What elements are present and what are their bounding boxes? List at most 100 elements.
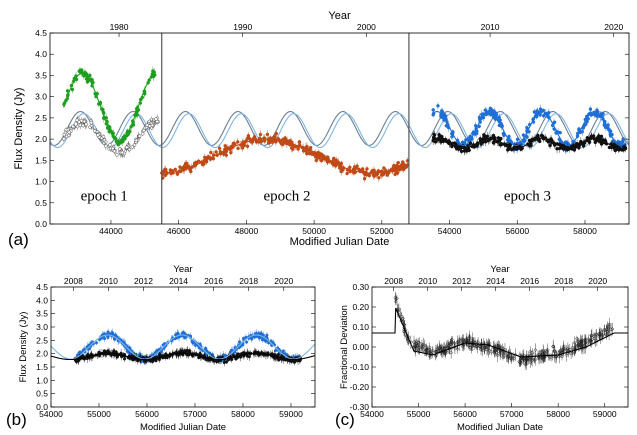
- data-point: [376, 169, 381, 173]
- data-point: [532, 358, 537, 363]
- data-point: [525, 135, 529, 139]
- data-point: [441, 348, 446, 353]
- data-point: [223, 144, 227, 148]
- top-axis-title: Year: [328, 10, 351, 22]
- data-point: [348, 165, 352, 170]
- xtick-label: 50000: [302, 226, 326, 236]
- data-point: [130, 145, 135, 149]
- data-point: [475, 143, 480, 148]
- data-point: [403, 165, 407, 170]
- data-point: [420, 345, 425, 350]
- data-point: [78, 123, 83, 127]
- data-point: [586, 337, 591, 341]
- ytick-label: 0.00: [352, 342, 369, 352]
- data-point: [104, 144, 108, 148]
- x-axis-title: Modified Julian Date: [290, 236, 390, 248]
- data-point: [240, 146, 245, 150]
- data-point: [236, 140, 240, 144]
- top-tick-label: 2008: [64, 276, 83, 286]
- ytick-label: 0.10: [352, 322, 369, 332]
- data-point: [601, 112, 605, 116]
- y-axis-title: Fractional Deviation: [339, 305, 350, 389]
- data-point: [565, 346, 570, 351]
- data-point: [580, 338, 585, 343]
- xtick-label: 57000: [500, 409, 524, 419]
- xtick-label: 55000: [407, 409, 431, 419]
- plot-area-c: [372, 291, 628, 371]
- data-point: [108, 143, 112, 147]
- ytick-label: 1.5: [36, 362, 48, 372]
- data-point: [468, 339, 472, 343]
- data-point: [352, 171, 356, 175]
- data-point: [89, 120, 94, 125]
- data-point: [528, 360, 533, 365]
- data-point: [145, 123, 150, 127]
- data-point: [396, 160, 400, 165]
- data-point: [71, 124, 75, 129]
- epoch-label: epoch 3: [504, 189, 551, 205]
- series-fit: [432, 110, 626, 147]
- data-point: [507, 134, 511, 139]
- data-point: [266, 141, 271, 145]
- data-point: [486, 351, 491, 356]
- data-point: [431, 108, 435, 112]
- data-point: [175, 171, 179, 176]
- data-point: [432, 133, 437, 137]
- series-fit: [161, 138, 410, 174]
- data-point: [445, 345, 450, 349]
- data-point: [82, 119, 87, 124]
- data-point: [217, 146, 222, 151]
- data-point: [498, 349, 503, 354]
- data-point: [521, 356, 526, 361]
- data-point: [101, 134, 106, 139]
- data-point: [244, 335, 248, 339]
- data-point: [265, 132, 270, 137]
- data-point: [491, 133, 496, 138]
- top-tick-label: 2012: [452, 276, 471, 286]
- ytick-label: 0.5: [36, 389, 48, 399]
- ytick-label: 2.5: [35, 113, 47, 123]
- top-tick-label: 2008: [384, 276, 403, 286]
- data-point: [501, 351, 506, 355]
- data-point: [572, 347, 577, 352]
- data-point: [419, 346, 424, 350]
- ytick-label: 0.5: [35, 198, 47, 208]
- data-point: [316, 151, 321, 156]
- data-point: [548, 143, 552, 148]
- data-point: [506, 147, 511, 151]
- data-point: [539, 133, 544, 138]
- data-point: [162, 342, 167, 346]
- data-point: [506, 354, 511, 359]
- data-point: [609, 327, 614, 332]
- data-point: [497, 115, 501, 119]
- ytick-label: 3.0: [36, 322, 48, 332]
- data-point: [455, 340, 460, 345]
- data-point: [459, 149, 464, 154]
- ytick-label: 4.5: [35, 28, 47, 38]
- data-point: [583, 337, 588, 342]
- data-point: [149, 359, 153, 363]
- top-tick-label: 2014: [486, 276, 505, 286]
- data-point: [552, 349, 557, 353]
- y-axis-title: Flux Density (Jy): [18, 312, 29, 383]
- data-point: [206, 154, 211, 159]
- data-point: [495, 353, 500, 358]
- top-tick-label: 2010: [418, 276, 437, 286]
- data-point: [552, 120, 557, 124]
- data-point: [606, 329, 611, 334]
- data-point: [570, 345, 575, 350]
- data-point: [245, 136, 250, 140]
- data-point: [507, 350, 512, 355]
- data-point: [583, 340, 588, 344]
- ytick-label: 4.5: [36, 282, 48, 292]
- data-point: [394, 296, 399, 301]
- data-point: [604, 332, 609, 337]
- top-tick-label: 2020: [604, 22, 623, 32]
- ytick-label: 0.30: [352, 282, 369, 292]
- data-point: [479, 347, 483, 352]
- ytick-label: 3.5: [36, 309, 48, 319]
- data-point: [142, 128, 146, 133]
- data-point: [173, 167, 178, 172]
- data-point: [370, 169, 374, 173]
- data-point: [604, 327, 609, 331]
